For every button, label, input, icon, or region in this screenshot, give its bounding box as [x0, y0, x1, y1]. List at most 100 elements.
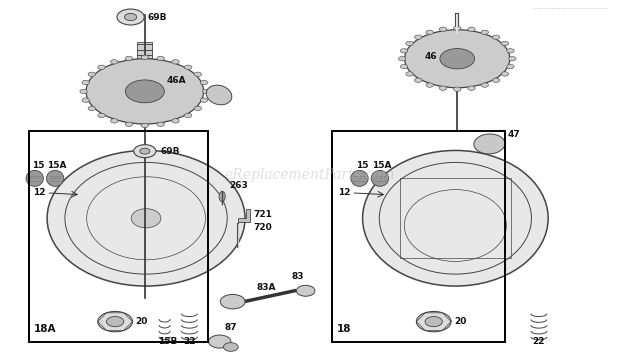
- Circle shape: [426, 30, 433, 35]
- Text: 263: 263: [229, 181, 249, 190]
- Ellipse shape: [474, 134, 505, 154]
- Circle shape: [507, 64, 514, 69]
- Text: 83A: 83A: [256, 283, 276, 292]
- Circle shape: [82, 98, 89, 102]
- Circle shape: [134, 145, 156, 158]
- Text: 20: 20: [136, 317, 148, 326]
- Text: 83: 83: [291, 272, 304, 281]
- Circle shape: [184, 65, 192, 70]
- Circle shape: [417, 312, 451, 332]
- Circle shape: [426, 83, 433, 87]
- Text: 720: 720: [253, 223, 272, 232]
- Text: 15A: 15A: [372, 161, 391, 170]
- Circle shape: [82, 80, 89, 85]
- Circle shape: [184, 113, 192, 118]
- Circle shape: [200, 80, 208, 85]
- Ellipse shape: [405, 30, 510, 88]
- Circle shape: [125, 122, 133, 126]
- Bar: [400, 178, 511, 258]
- Circle shape: [141, 55, 149, 59]
- Circle shape: [453, 26, 461, 31]
- Circle shape: [88, 106, 95, 111]
- Circle shape: [467, 86, 475, 90]
- Circle shape: [220, 294, 245, 309]
- Text: 15A: 15A: [47, 161, 66, 170]
- Ellipse shape: [363, 150, 548, 286]
- Text: 47: 47: [508, 130, 521, 139]
- Circle shape: [508, 56, 516, 61]
- Circle shape: [507, 49, 514, 53]
- Circle shape: [439, 27, 446, 31]
- Circle shape: [406, 72, 414, 76]
- Circle shape: [157, 56, 164, 60]
- Circle shape: [125, 56, 133, 60]
- Text: 87: 87: [224, 323, 237, 332]
- Circle shape: [440, 48, 474, 69]
- Circle shape: [140, 148, 150, 154]
- Circle shape: [425, 317, 443, 327]
- Circle shape: [98, 113, 105, 118]
- Text: 12: 12: [338, 189, 350, 197]
- Circle shape: [439, 86, 446, 90]
- Ellipse shape: [46, 170, 64, 186]
- Circle shape: [406, 41, 414, 46]
- Text: 15B: 15B: [159, 337, 178, 346]
- Circle shape: [501, 72, 508, 76]
- Circle shape: [208, 335, 231, 348]
- Bar: [29, 131, 208, 341]
- Circle shape: [415, 78, 422, 82]
- Ellipse shape: [47, 150, 245, 286]
- Circle shape: [200, 98, 208, 102]
- Circle shape: [223, 343, 238, 351]
- Circle shape: [202, 89, 210, 94]
- Circle shape: [125, 13, 137, 21]
- Circle shape: [141, 123, 149, 128]
- Polygon shape: [237, 209, 250, 222]
- Ellipse shape: [131, 209, 161, 228]
- Circle shape: [415, 35, 422, 39]
- Circle shape: [501, 41, 508, 46]
- Ellipse shape: [219, 191, 225, 202]
- Text: 721: 721: [253, 210, 272, 219]
- Circle shape: [399, 56, 406, 61]
- Circle shape: [296, 285, 315, 296]
- Circle shape: [194, 72, 202, 76]
- Bar: [138, 42, 153, 90]
- Text: 12: 12: [33, 189, 45, 197]
- Circle shape: [401, 64, 408, 69]
- Circle shape: [172, 119, 179, 123]
- Ellipse shape: [351, 170, 368, 186]
- Ellipse shape: [206, 85, 232, 105]
- Text: 18A: 18A: [33, 324, 56, 334]
- Text: 69B: 69B: [161, 147, 180, 156]
- Text: 69B: 69B: [148, 12, 167, 21]
- Circle shape: [453, 87, 461, 91]
- Circle shape: [481, 30, 489, 35]
- Text: 22: 22: [533, 337, 545, 346]
- Circle shape: [467, 27, 475, 31]
- Circle shape: [481, 83, 489, 87]
- Circle shape: [125, 80, 164, 103]
- Circle shape: [88, 72, 95, 76]
- Circle shape: [98, 65, 105, 70]
- Text: 18: 18: [337, 324, 351, 334]
- Circle shape: [157, 122, 164, 126]
- Circle shape: [172, 60, 179, 64]
- Circle shape: [110, 119, 118, 123]
- Circle shape: [80, 89, 87, 94]
- Text: 20: 20: [454, 317, 466, 326]
- Ellipse shape: [371, 170, 389, 186]
- Text: 46: 46: [425, 52, 437, 62]
- Text: 15: 15: [32, 161, 44, 170]
- Text: 15: 15: [356, 161, 369, 170]
- Circle shape: [117, 9, 144, 25]
- Circle shape: [194, 106, 202, 111]
- Text: eReplacementParts.com: eReplacementParts.com: [224, 168, 396, 182]
- Ellipse shape: [86, 59, 203, 124]
- Text: 22: 22: [183, 337, 196, 346]
- Ellipse shape: [26, 170, 43, 186]
- Circle shape: [98, 312, 133, 332]
- Bar: [332, 131, 505, 341]
- Circle shape: [492, 35, 500, 39]
- Circle shape: [492, 78, 500, 82]
